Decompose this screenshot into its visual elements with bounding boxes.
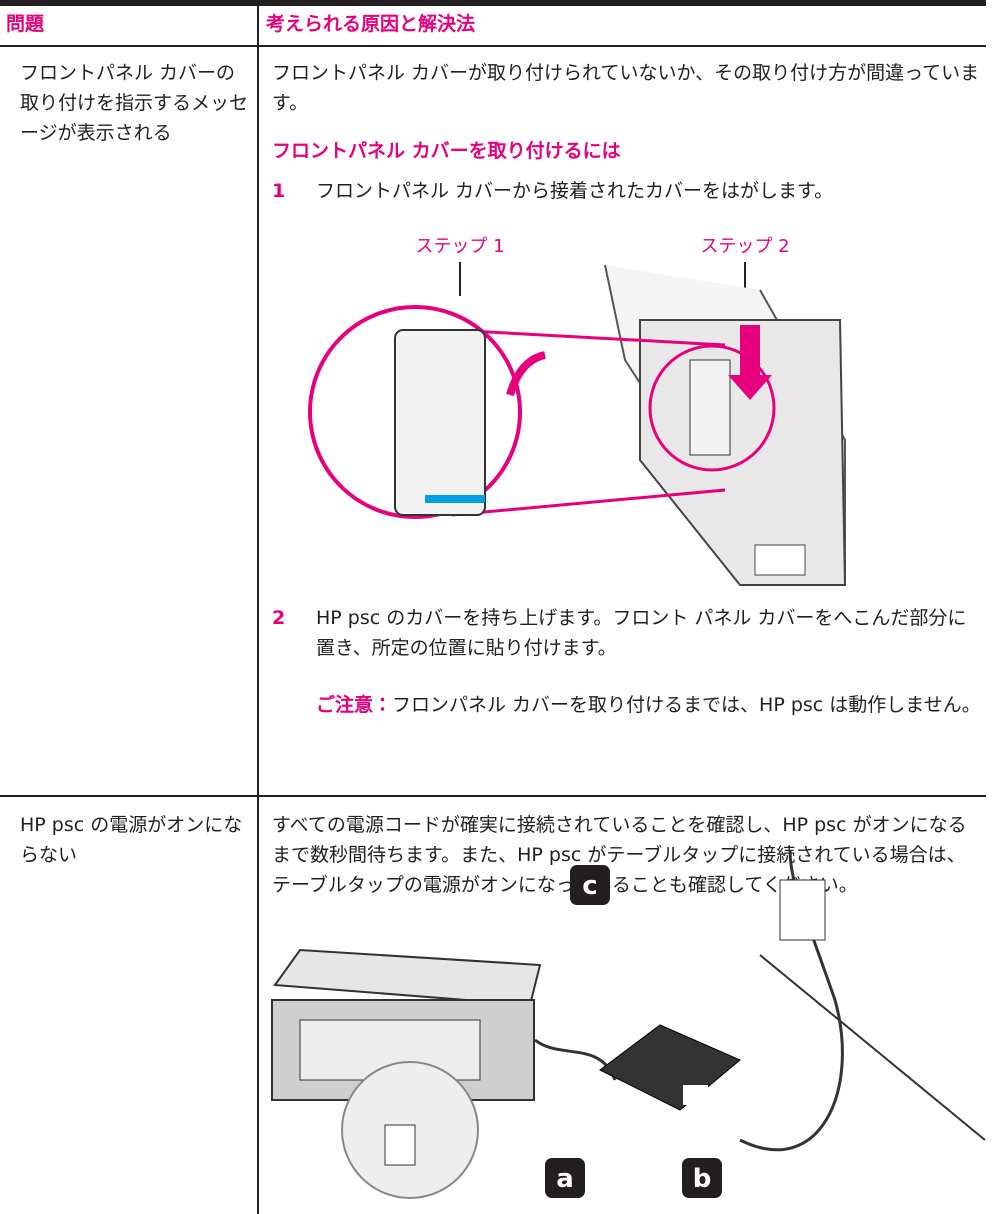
callout-label: a [556, 1164, 574, 1194]
figure-label: ステップ 1 [415, 236, 504, 257]
step-text: HP psc のカバーを持ち上げます。フロント パネル カバーをへこんだ部分に置… [316, 607, 967, 659]
procedure-title: フロントパネル カバーを取り付けるには [272, 140, 621, 162]
problem: HP psc の電源がオンにならない [20, 814, 243, 866]
note-text: フロンパネル カバーを取り付けるまでは、HP psc は動作しません。 [392, 694, 981, 716]
row-rule [0, 795, 986, 797]
cause: すべての電源コードが確実に接続されていることを確認し、HP psc がオンになる… [272, 814, 967, 896]
header-cell: 問題 [6, 13, 45, 35]
step-text: フロントパネル カバーから接着されたカバーをはがします。 [316, 180, 834, 202]
top-rule [0, 0, 986, 6]
header-rule [0, 45, 986, 47]
problem: フロントパネル カバーの取り付けを指示するメッセージが表示される [20, 62, 249, 144]
figure-front-panel: ステップ 1 ステップ 2 [308, 236, 847, 586]
note: ご注意：フロンパネル カバーを取り付けるまでは、HP psc は動作しません。 [316, 690, 982, 720]
step-number: 1 [272, 180, 286, 202]
cause: フロントパネル カバーが取り付けられていないか、その取り付け方が間違っています。 [272, 62, 980, 114]
callout-label: c [582, 871, 597, 901]
note-label: ご注意： [316, 694, 393, 716]
step-number: 2 [272, 607, 286, 629]
step: 2 HP psc のカバーを持ち上げます。フロント パネル カバーをへこんだ部分… [272, 603, 982, 663]
figure-label: ステップ 2 [700, 236, 789, 257]
callout-label: b [693, 1164, 712, 1194]
figure-power: a b c [271, 849, 986, 1199]
column-rule [257, 6, 259, 1214]
step: 1 フロントパネル カバーから接着されたカバーをはがします。 [272, 176, 982, 206]
header-cell: 考えられる原因と解決法 [266, 13, 476, 35]
